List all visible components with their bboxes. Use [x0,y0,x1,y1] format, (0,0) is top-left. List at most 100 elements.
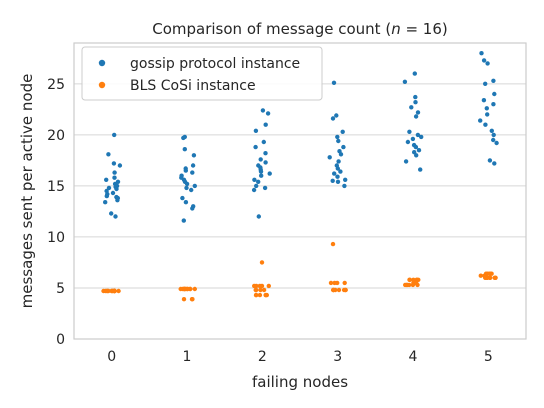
gossip-point [412,71,417,76]
gossip-point [112,170,117,175]
gossip-point [330,178,335,183]
gossip-point [492,91,497,97]
bls-point [259,260,265,265]
x-tick-label: 3 [333,349,342,365]
gossip-point [190,206,195,211]
gossip-point [112,132,117,138]
gossip-point [484,106,489,111]
gossip-point [106,185,112,191]
gossip-point [181,218,186,223]
bls-point [181,297,187,302]
y-tick-label: 25 [47,77,65,93]
gossip-point [338,169,343,174]
bls-point [330,241,336,247]
gossip-point [341,144,346,150]
bls-point [328,280,334,286]
gossip-point [263,160,268,165]
gossip-point [402,79,408,85]
gossip-point [184,181,190,187]
gossip-point [183,200,189,205]
gossip-point [409,105,414,110]
x-axis-label: failing nodes [252,373,348,391]
gossip-point [327,155,332,160]
bls-point [336,287,342,293]
gossip-point [331,80,337,86]
gossip-point [192,183,197,189]
legend-marker-gossip [98,59,106,67]
gossip-point [332,171,337,176]
bls-point [189,297,195,302]
gossip-point [414,153,419,158]
gossip-point [112,175,117,180]
x-tick-label: 0 [107,349,116,365]
bls-point [482,273,487,278]
bls-point [185,286,190,292]
gossip-point [106,152,111,157]
bls-point [266,283,271,289]
gossip-point [258,157,263,162]
bls-point [410,282,416,288]
gossip-point [413,114,419,119]
gossip-point [407,129,412,134]
bls-point [415,282,420,288]
y-tick-label: 15 [47,179,65,195]
gossip-point [483,81,488,87]
legend-marker-bls [98,81,106,89]
x-tick-label: 1 [183,349,192,365]
plot-frame [73,42,527,340]
gossip-point [251,187,257,193]
gossip-point [478,118,483,123]
bls-point [331,287,336,293]
gossip-point [189,187,194,193]
gossip-point [104,177,109,182]
y-tick-label: 5 [56,281,65,297]
bls-point [252,283,257,289]
gossip-point [492,161,497,166]
bls-point [492,275,497,280]
gossip-point [403,159,409,164]
y-tick-label: 10 [47,230,65,246]
bls-point [254,287,259,293]
gossip-point [103,200,108,205]
gossip-point [343,177,348,182]
gossip-point [117,163,123,168]
bls-point [332,280,337,286]
bls-point [257,292,263,298]
bls-point [404,282,410,288]
gossip-point [405,139,411,145]
gossip-point [256,179,261,184]
gossip-point [259,173,264,178]
gossip-point [256,214,261,219]
gossip-point [252,177,257,182]
gossip-point [415,110,421,115]
gossip-point [260,108,266,113]
gossip-point [419,134,424,140]
gossip-point [253,128,259,133]
bls-point [116,288,121,294]
gossip-point [416,148,422,153]
gossip-point [181,135,186,141]
gossip-point [254,183,259,189]
data-points [101,51,499,302]
bls-point [112,288,117,294]
gossip-point [335,179,341,184]
gossip-point [481,58,487,63]
gossip-point [253,144,258,150]
legend-label-gossip: gossip protocol instance [130,56,300,72]
gossip-point [113,214,118,219]
gossip-point [182,147,187,152]
chart-title: Comparison of message count (n = 16) [152,20,448,38]
bls-point [178,286,183,292]
gossip-point [190,170,195,175]
gossip-point [487,158,493,163]
y-axis-label: messages sent per active node [18,74,36,309]
bls-point [342,280,347,286]
gossip-point [340,129,345,134]
gossip-point [491,137,496,143]
bls-point [258,287,263,293]
bls-point [411,277,416,282]
gossip-point [110,190,116,196]
gossip-point [335,166,340,171]
y-tick-label: 20 [47,128,65,144]
bls-point [487,271,492,276]
